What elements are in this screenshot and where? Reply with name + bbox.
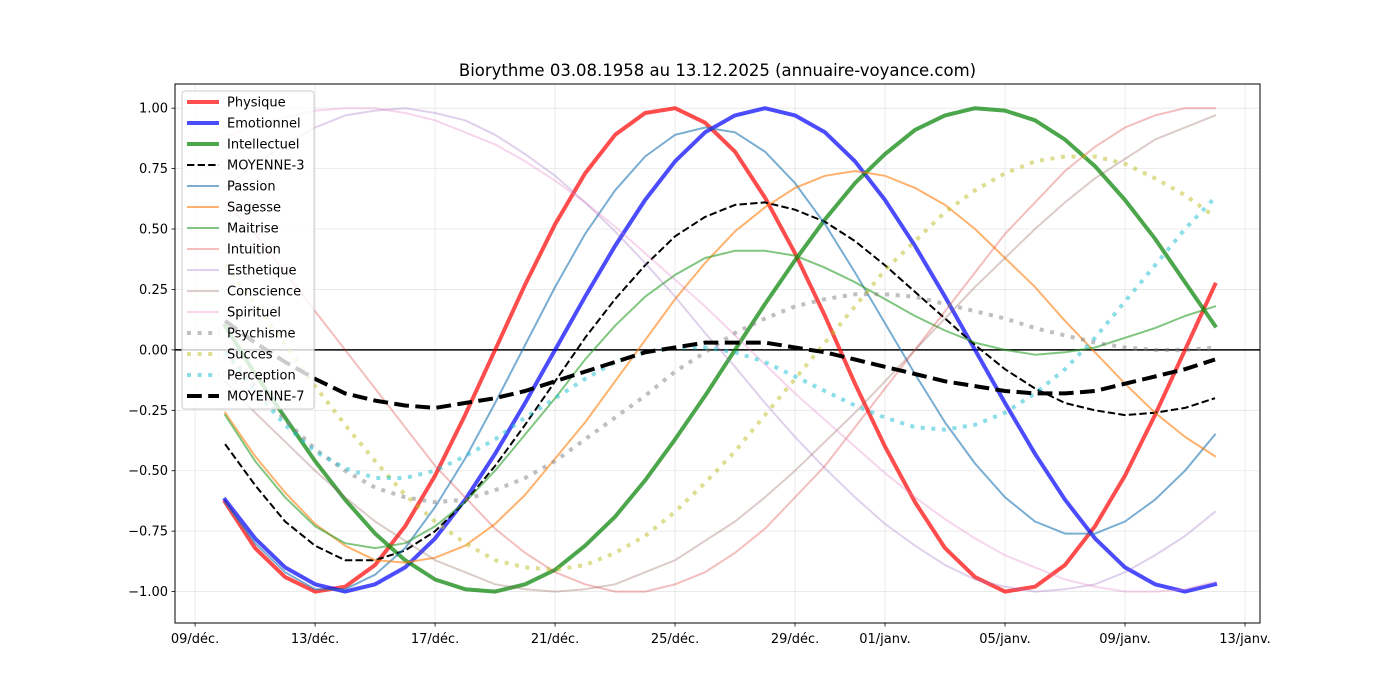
legend-item-perception: Perception	[187, 369, 296, 384]
series-line-moyenne-3	[224, 201, 1216, 562]
y-tick-label: −1.00	[128, 585, 168, 600]
legend-item-moyenne-3: MOYENNE-3	[187, 159, 305, 174]
y-tick-label: −0.75	[128, 525, 168, 540]
legend-label: MOYENNE-7	[227, 390, 305, 405]
legend-item-spirituel: Spirituel	[187, 306, 281, 321]
series-line-conscience	[223, 114, 1217, 593]
y-tick-label: 0.50	[139, 223, 168, 238]
x-axis-ticks: 09/déc. 13/déc. 17/déc. 21/déc. 25/déc. 29/dé…	[171, 623, 1271, 647]
x-tick-label: 09/janv.	[1099, 632, 1151, 647]
gridlines	[175, 84, 1260, 623]
legend-item-psychisme: Psychisme	[187, 327, 296, 342]
series-line-emotionnel	[222, 106, 1218, 594]
y-tick-label: 0.25	[139, 283, 168, 298]
x-tick-label: 13/janv.	[1219, 632, 1271, 647]
legend-label: Emotionnel	[227, 117, 301, 132]
legend-label: Sagesse	[227, 201, 281, 216]
legend-item-maitrise: Maitrise	[187, 222, 279, 237]
x-tick-label: 29/déc.	[771, 632, 819, 647]
x-tick-label: 09/déc.	[171, 632, 219, 647]
y-tick-label: 0.75	[139, 162, 168, 177]
y-axis-ticks: 1.00 0.75 0.50 0.25 0.00 −0.25 −0.50 −0.75 −1.00	[128, 102, 175, 600]
legend-label: Physique	[227, 96, 286, 111]
x-tick-label: 25/déc.	[651, 632, 699, 647]
series-line-intellectuel	[222, 106, 1218, 594]
x-tick-label: 21/déc.	[531, 632, 579, 647]
legend-label: Intuition	[227, 243, 281, 258]
x-tick-label: 01/janv.	[859, 632, 911, 647]
legend-item-intuition: Intuition	[187, 243, 281, 258]
legend-label: Spirituel	[227, 306, 281, 321]
series-line-maitrise	[223, 249, 1217, 550]
series-line-moyenne-7	[223, 319, 1216, 410]
series-line-sagesse	[223, 170, 1217, 564]
y-tick-label: −0.25	[128, 404, 168, 419]
legend-label: Esthetique	[227, 264, 297, 279]
y-tick-label: 1.00	[139, 102, 168, 117]
y-tick-label: −0.50	[128, 464, 168, 479]
legend-label: Perception	[227, 369, 296, 384]
series-line-perception	[223, 196, 1217, 480]
legend-item-sagesse: Sagesse	[187, 201, 281, 216]
legend-item-esthetique: Esthetique	[187, 264, 297, 279]
legend-item-succes: Succes	[187, 348, 273, 363]
x-tick-label: 13/déc.	[291, 632, 339, 647]
y-tick-label: 0.00	[139, 343, 168, 358]
legend-item-passion: Passion	[187, 180, 276, 195]
axes-frame	[174, 83, 1261, 624]
series-line-spirituel	[223, 107, 1217, 593]
chart-title: Biorythme 03.08.1958 au 13.12.2025 (annu…	[459, 61, 976, 80]
legend-item-moyenne-7: MOYENNE-7	[187, 390, 305, 405]
legend-item-intellectuel: Intellectuel	[187, 138, 299, 153]
legend-label: Passion	[227, 180, 276, 195]
legend-label: Conscience	[227, 285, 301, 300]
legend: Physique Emotionnel Intellectuel MOYENNE-3 P…	[181, 90, 315, 410]
legend-label: MOYENNE-3	[227, 159, 305, 174]
legend-item-conscience: Conscience	[187, 285, 301, 300]
legend-label: Maitrise	[227, 222, 279, 237]
series-line-esthetique	[223, 107, 1217, 593]
x-tick-label: 17/déc.	[411, 632, 459, 647]
series-line-intuition	[223, 107, 1216, 593]
legend-frame	[181, 90, 315, 410]
legend-label: Succes	[227, 348, 273, 363]
legend-label: Psychisme	[227, 327, 296, 342]
legend-item-physique: Physique	[187, 96, 286, 111]
legend-label: Intellectuel	[227, 138, 299, 153]
legend-item-emotionnel: Emotionnel	[187, 117, 301, 132]
x-tick-label: 05/janv.	[979, 632, 1031, 647]
series-lines	[222, 106, 1218, 594]
